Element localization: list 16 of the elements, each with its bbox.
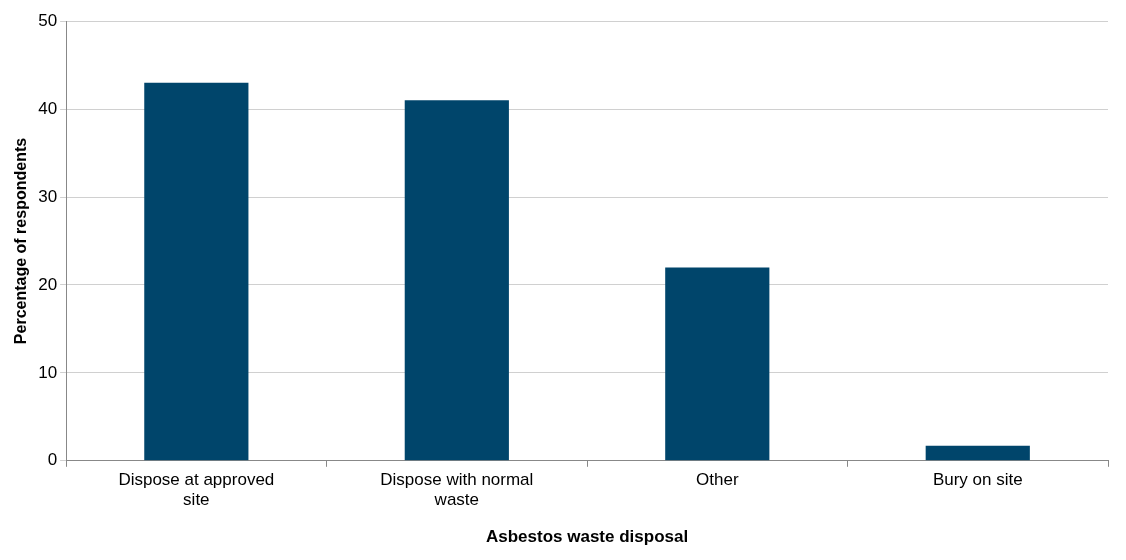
- y-tick-label: 0: [47, 450, 58, 470]
- x-axis-title: Asbestos waste disposal: [485, 527, 689, 547]
- bar: [925, 445, 1030, 461]
- x-tick-label: Dispose at approved site: [118, 469, 275, 510]
- bar: [665, 267, 770, 461]
- y-tick-label: 50: [38, 10, 58, 30]
- y-axis-title: Percentage of respondents: [12, 137, 30, 345]
- y-tick-label: 10: [38, 362, 58, 382]
- x-tick-label: Other: [696, 469, 739, 489]
- y-tick-label: 30: [38, 186, 58, 206]
- x-tick-label: Bury on site: [932, 469, 1023, 489]
- bar: [404, 100, 509, 461]
- x-tick-label: Dispose with normal waste: [380, 469, 534, 510]
- y-tick-label: 40: [38, 98, 58, 118]
- bar: [144, 82, 249, 461]
- y-tick-label: 20: [38, 274, 58, 294]
